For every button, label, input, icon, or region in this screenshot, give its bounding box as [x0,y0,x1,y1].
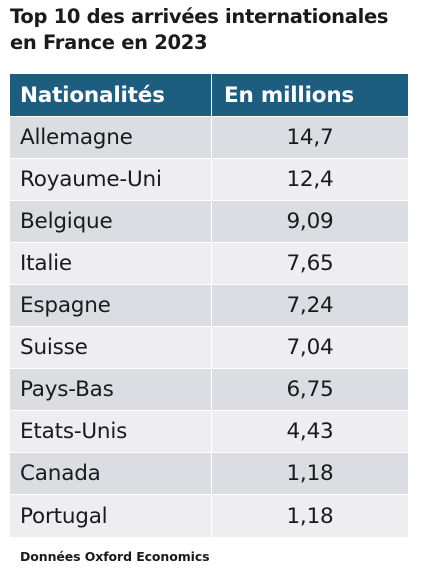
table-row: Portugal 1,18 [10,495,408,537]
millions-value-cell: 9,09 [212,201,408,242]
nationality-cell: Belgique [10,201,212,242]
title-line-2: en France en 2023 [10,31,208,54]
nationality-cell: Etats-Unis [10,411,212,452]
table-row: Suisse 7,04 [10,327,408,369]
nationality-cell: Royaume-Uni [10,159,212,200]
column-header-nationalites: Nationalités [10,74,212,116]
table-row: Pays-Bas 6,75 [10,369,408,411]
table-row: Royaume-Uni 12,4 [10,159,408,201]
table-row: Etats-Unis 4,43 [10,411,408,453]
table-row: Italie 7,65 [10,243,408,285]
millions-value-cell: 14,7 [212,117,408,158]
nationality-cell: Italie [10,243,212,284]
millions-value-cell: 7,24 [212,285,408,326]
nationality-cell: Canada [10,453,212,494]
millions-value-cell: 1,18 [212,453,408,494]
nationality-cell: Portugal [10,495,212,537]
millions-value-cell: 7,04 [212,327,408,368]
millions-value-cell: 4,43 [212,411,408,452]
table-body: Allemagne 14,7 Royaume-Uni 12,4 Belgique 9,09… [10,117,408,537]
table-row: Canada 1,18 [10,453,408,495]
arrivals-table: Nationalités En millions Allemagne 14,7 Ro… [10,74,408,537]
nationality-cell: Allemagne [10,117,212,158]
table-row: Espagne 7,24 [10,285,408,327]
chart-title: Top 10 des arrivées internationales en F… [10,4,420,56]
nationality-cell: Pays-Bas [10,369,212,410]
table-header-row: Nationalités En millions [10,74,408,117]
millions-value-cell: 12,4 [212,159,408,200]
column-header-en-millions: En millions [212,74,408,116]
table-row: Belgique 9,09 [10,201,408,243]
table-row: Allemagne 14,7 [10,117,408,159]
nationality-cell: Suisse [10,327,212,368]
millions-value-cell: 6,75 [212,369,408,410]
millions-value-cell: 7,65 [212,243,408,284]
source-note: Données Oxford Economics [20,549,210,564]
millions-value-cell: 1,18 [212,495,408,537]
title-line-1: Top 10 des arrivées internationales [10,5,389,28]
nationality-cell: Espagne [10,285,212,326]
